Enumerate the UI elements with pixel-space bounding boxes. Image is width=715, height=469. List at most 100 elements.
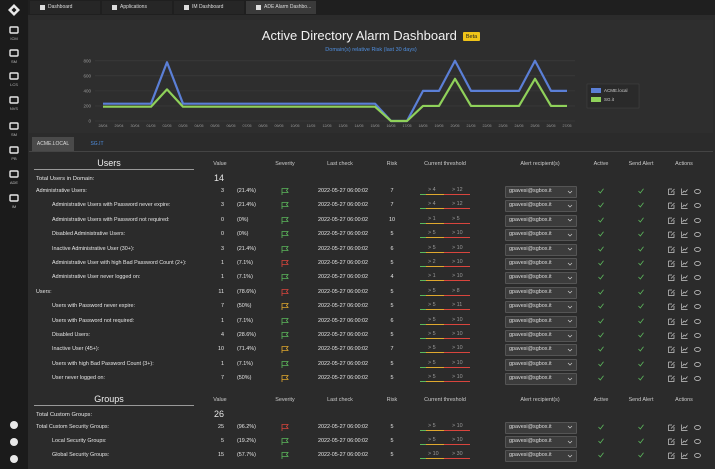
- edit-icon[interactable]: [668, 260, 675, 267]
- view-icon[interactable]: [694, 303, 701, 310]
- recipient-select[interactable]: [505, 258, 577, 270]
- edit-icon[interactable]: [668, 438, 675, 445]
- domain-tab[interactable]: ACME.LOCAL: [32, 137, 74, 151]
- recipient-select[interactable]: [505, 315, 577, 328]
- recipient-text[interactable]: gpavesi@sgbox.it: [509, 346, 552, 353]
- recipient-select[interactable]: [505, 214, 577, 227]
- sidebar-icon[interactable]: [9, 72, 19, 81]
- check-icon[interactable]: [598, 217, 604, 223]
- recipient-text[interactable]: gpavesi@sgbox.it: [509, 231, 552, 238]
- chart-icon[interactable]: [681, 318, 688, 325]
- view-icon[interactable]: [694, 452, 701, 459]
- sidebar-label[interactable]: SM: [11, 59, 17, 64]
- check-icon[interactable]: [638, 246, 644, 252]
- view-icon[interactable]: [694, 332, 701, 339]
- check-icon[interactable]: [638, 318, 644, 324]
- view-icon[interactable]: [694, 274, 701, 281]
- view-icon[interactable]: [694, 188, 701, 195]
- check-icon[interactable]: [638, 424, 644, 430]
- view-icon[interactable]: [694, 231, 701, 238]
- recipient-text[interactable]: gpavesi@sgbox.it: [509, 245, 552, 252]
- check-icon[interactable]: [638, 375, 644, 381]
- sidebar-icon[interactable]: [9, 49, 19, 58]
- sidebar-icon[interactable]: [9, 122, 19, 131]
- edit-icon[interactable]: [668, 217, 675, 224]
- edit-icon[interactable]: [668, 375, 675, 383]
- edit-icon[interactable]: [668, 289, 675, 296]
- chart-icon[interactable]: [681, 375, 688, 383]
- recipient-text[interactable]: gpavesi@sgbox.it: [509, 188, 552, 194]
- recipient-text[interactable]: gpavesi@sgbox.it: [509, 288, 552, 295]
- sidebar-icon[interactable]: [9, 194, 19, 203]
- chart-icon[interactable]: [681, 289, 688, 296]
- chart-icon[interactable]: [681, 424, 688, 431]
- sidebar-icon[interactable]: [9, 26, 19, 35]
- chart-icon[interactable]: [681, 231, 688, 239]
- check-icon[interactable]: [598, 231, 604, 237]
- recipient-select[interactable]: [505, 436, 577, 448]
- check-icon[interactable]: [598, 452, 604, 459]
- recipient-text[interactable]: gpavesi@sgbox.it: [509, 452, 552, 459]
- check-icon[interactable]: [598, 289, 604, 295]
- check-icon[interactable]: [598, 438, 604, 444]
- sidebar-label[interactable]: ADE: [9, 180, 19, 185]
- view-icon[interactable]: [694, 375, 701, 382]
- recipient-select[interactable]: [505, 450, 577, 463]
- recipient-select[interactable]: [505, 330, 577, 342]
- view-icon[interactable]: [694, 438, 701, 445]
- recipient-select[interactable]: [505, 301, 577, 314]
- sidebar-icon[interactable]: [9, 170, 19, 179]
- view-icon[interactable]: [694, 246, 701, 253]
- recipient-select[interactable]: [505, 373, 577, 386]
- recipient-select[interactable]: [505, 186, 577, 198]
- edit-icon[interactable]: [668, 424, 675, 431]
- edit-icon[interactable]: [668, 274, 675, 282]
- recipient-text[interactable]: gpavesi@sgbox.it: [509, 438, 552, 444]
- check-icon[interactable]: [598, 346, 604, 353]
- tab[interactable]: [246, 1, 316, 14]
- check-icon[interactable]: [638, 231, 644, 237]
- view-icon[interactable]: [694, 318, 701, 325]
- recipient-select[interactable]: [505, 358, 577, 371]
- tab-label[interactable]: Applications: [120, 4, 147, 10]
- edit-icon[interactable]: [668, 303, 675, 311]
- tab-label[interactable]: Dashboard: [48, 4, 73, 10]
- view-icon[interactable]: [694, 346, 701, 353]
- tab[interactable]: [174, 1, 244, 14]
- chart-icon[interactable]: [681, 361, 688, 368]
- view-icon[interactable]: [694, 424, 701, 431]
- chart-icon[interactable]: [681, 303, 688, 311]
- edit-icon[interactable]: [668, 246, 675, 253]
- check-icon[interactable]: [638, 289, 644, 295]
- sidebar-bottom-icon[interactable]: [9, 437, 19, 447]
- sidebar-label[interactable]: NVS: [9, 106, 19, 111]
- check-icon[interactable]: [598, 375, 604, 381]
- edit-icon[interactable]: [668, 202, 675, 210]
- sidebar-label[interactable]: PB: [11, 156, 17, 161]
- edit-icon[interactable]: [668, 231, 675, 239]
- check-icon[interactable]: [598, 202, 604, 209]
- domain-tab[interactable]: SG.IT: [90, 141, 104, 147]
- chart-icon[interactable]: [681, 452, 688, 460]
- check-icon[interactable]: [598, 260, 604, 266]
- chart-icon[interactable]: [681, 188, 688, 195]
- check-icon[interactable]: [638, 202, 644, 209]
- sidebar-icon[interactable]: [9, 146, 19, 155]
- check-icon[interactable]: [598, 188, 604, 194]
- chart-icon[interactable]: [681, 274, 688, 282]
- tab-label[interactable]: ADE Alarm Dashbo...: [264, 4, 312, 10]
- recipient-text[interactable]: gpavesi@sgbox.it: [509, 375, 552, 382]
- check-icon[interactable]: [638, 346, 644, 353]
- recipient-text[interactable]: gpavesi@sgbox.it: [509, 202, 552, 209]
- recipient-text[interactable]: gpavesi@sgbox.it: [509, 260, 552, 266]
- check-icon[interactable]: [638, 438, 644, 444]
- sidebar-label[interactable]: SM: [11, 132, 17, 137]
- recipient-select[interactable]: [505, 286, 577, 299]
- tab[interactable]: [30, 1, 100, 14]
- recipient-text[interactable]: gpavesi@sgbox.it: [509, 303, 552, 310]
- tab[interactable]: [102, 1, 172, 14]
- recipient-text[interactable]: gpavesi@sgbox.it: [509, 332, 552, 338]
- check-icon[interactable]: [598, 274, 604, 281]
- sidebar-icon[interactable]: [9, 96, 19, 105]
- sidebar-label[interactable]: IM: [11, 204, 17, 209]
